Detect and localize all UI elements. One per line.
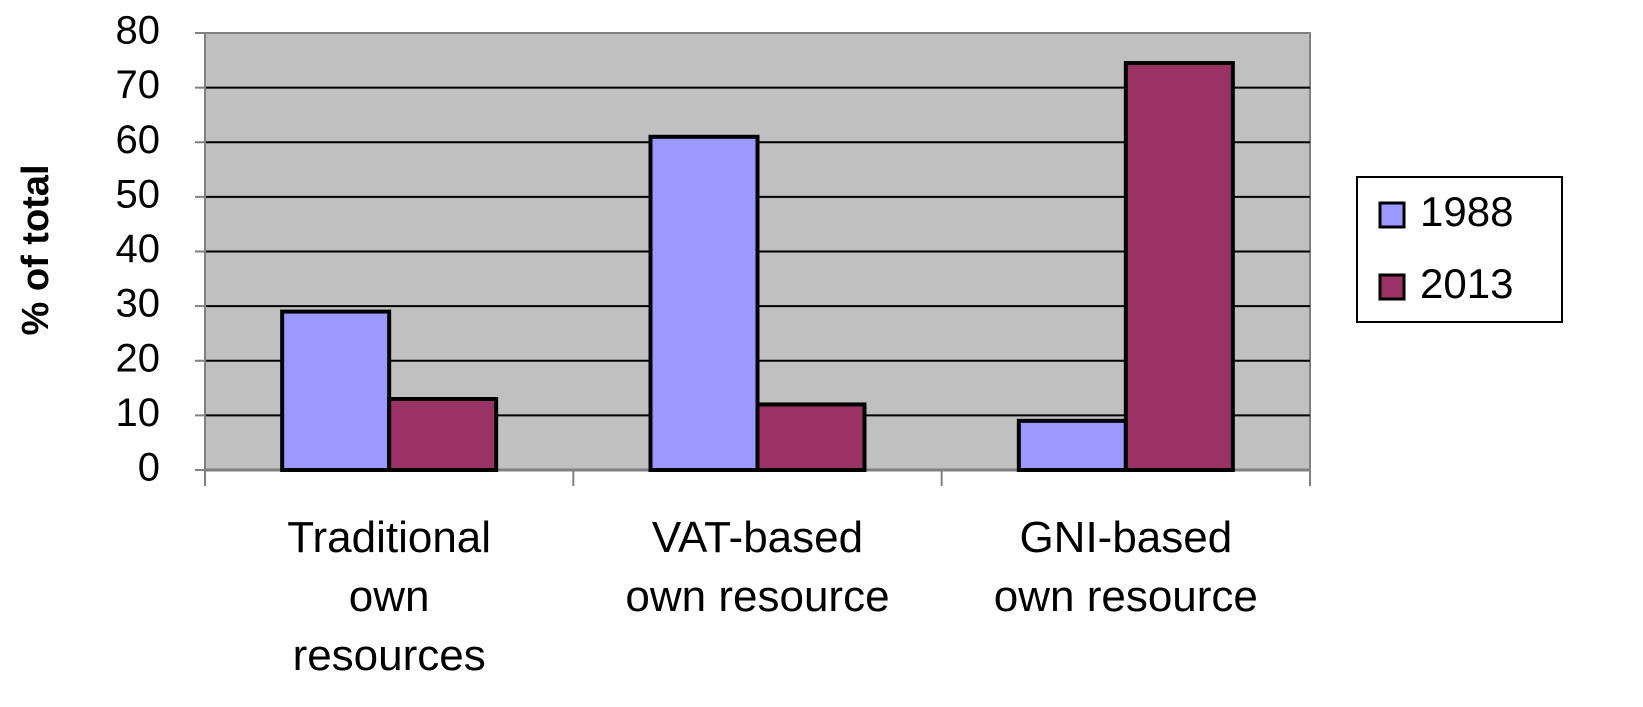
bar	[1123, 61, 1235, 472]
y-tick-label: 20	[116, 336, 161, 380]
legend-swatch	[1378, 273, 1406, 301]
legend-swatch	[1378, 201, 1406, 229]
bar	[387, 396, 499, 472]
y-tick-label: 60	[116, 118, 161, 162]
bar	[648, 134, 760, 472]
x-tick-label: GNI-based own resource	[994, 513, 1258, 621]
y-tick-label: 10	[116, 391, 161, 435]
x-tick-label: VAT-based own resource	[625, 513, 889, 621]
legend-label: 1988	[1420, 188, 1513, 235]
y-tick-label: 80	[116, 9, 161, 53]
bar	[1016, 418, 1128, 472]
y-tick-label: 0	[138, 446, 160, 490]
bar	[280, 309, 392, 472]
y-tick-label: 40	[116, 227, 161, 271]
legend-label: 2013	[1420, 260, 1513, 307]
x-tick-label: Traditional own resources	[287, 513, 491, 680]
y-axis-title: % of total	[15, 165, 57, 336]
y-tick-label: 30	[116, 282, 161, 326]
bar	[755, 402, 867, 473]
y-tick-label: 70	[116, 63, 161, 107]
y-tick-label: 50	[116, 172, 161, 216]
